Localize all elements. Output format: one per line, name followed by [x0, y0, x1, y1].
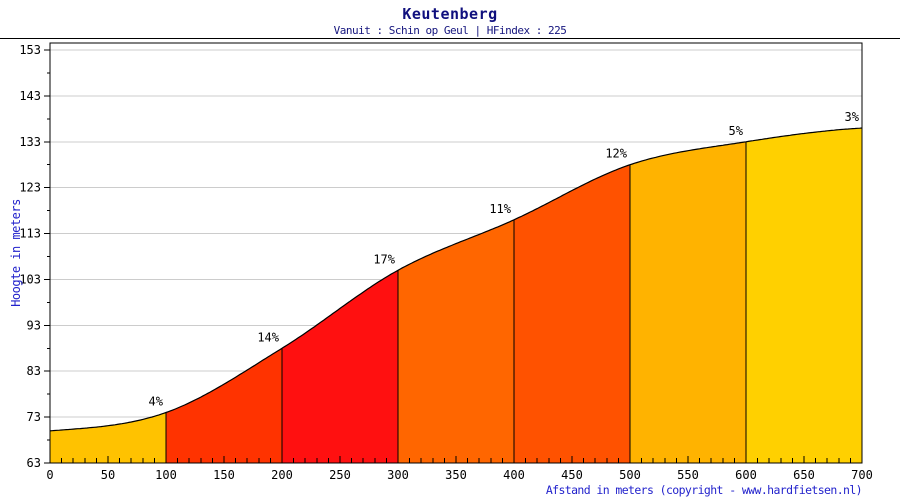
- x-tick-label: 600: [735, 468, 757, 482]
- y-tick-label: 83: [27, 364, 41, 378]
- gradient-label: 12%: [605, 147, 627, 161]
- segment-region-4pct: [50, 412, 166, 463]
- y-tick-label: 113: [19, 227, 41, 241]
- gradient-label: 4%: [149, 395, 164, 409]
- gradient-label: 5%: [729, 124, 744, 138]
- x-axis-title: Afstand in meters (copyright - www.hardf…: [546, 483, 862, 497]
- gradient-label: 17%: [373, 252, 395, 266]
- segment-region-14pct: [166, 348, 282, 463]
- gradient-label: 3%: [845, 110, 860, 124]
- y-tick-label: 133: [19, 135, 41, 149]
- chart-title: Keutenberg: [402, 5, 498, 23]
- gradient-label: 11%: [489, 202, 511, 216]
- x-tick-label: 300: [387, 468, 409, 482]
- y-tick-label: 93: [27, 318, 41, 332]
- elevation-curve: [49, 127, 863, 432]
- y-tick-label: 143: [19, 89, 41, 103]
- y-tick-label: 63: [27, 456, 41, 470]
- segment-region-17pct: [282, 270, 398, 463]
- chart-subtitle: Vanuit : Schin op Geul | HFindex : 225: [333, 24, 567, 37]
- x-tick-label: 700: [851, 468, 873, 482]
- x-tick-label: 200: [271, 468, 293, 482]
- y-tick-label: 103: [19, 272, 41, 286]
- segment-region-12pct: [514, 164, 630, 463]
- gradient-label: 14%: [257, 330, 279, 344]
- y-tick-label: 73: [27, 410, 41, 424]
- x-tick-label: 150: [213, 468, 235, 482]
- x-tick-label: 400: [503, 468, 525, 482]
- x-tick-label: 550: [677, 468, 699, 482]
- x-tick-label: 500: [619, 468, 641, 482]
- segment-region-11pct: [398, 219, 514, 463]
- y-tick-label: 123: [19, 181, 41, 195]
- x-tick-label: 450: [561, 468, 583, 482]
- x-tick-label: 250: [329, 468, 351, 482]
- x-tick-label: 650: [793, 468, 815, 482]
- x-tick-label: 50: [101, 468, 115, 482]
- x-tick-label: 100: [155, 468, 177, 482]
- x-tick-label: 0: [46, 468, 53, 482]
- segment-region-3pct: [746, 128, 862, 463]
- segment-region-5pct: [630, 141, 746, 464]
- y-tick-label: 153: [19, 43, 41, 57]
- y-axis-title: Hoogte in meters: [9, 199, 23, 307]
- header-divider: [0, 38, 900, 39]
- x-tick-label: 350: [445, 468, 467, 482]
